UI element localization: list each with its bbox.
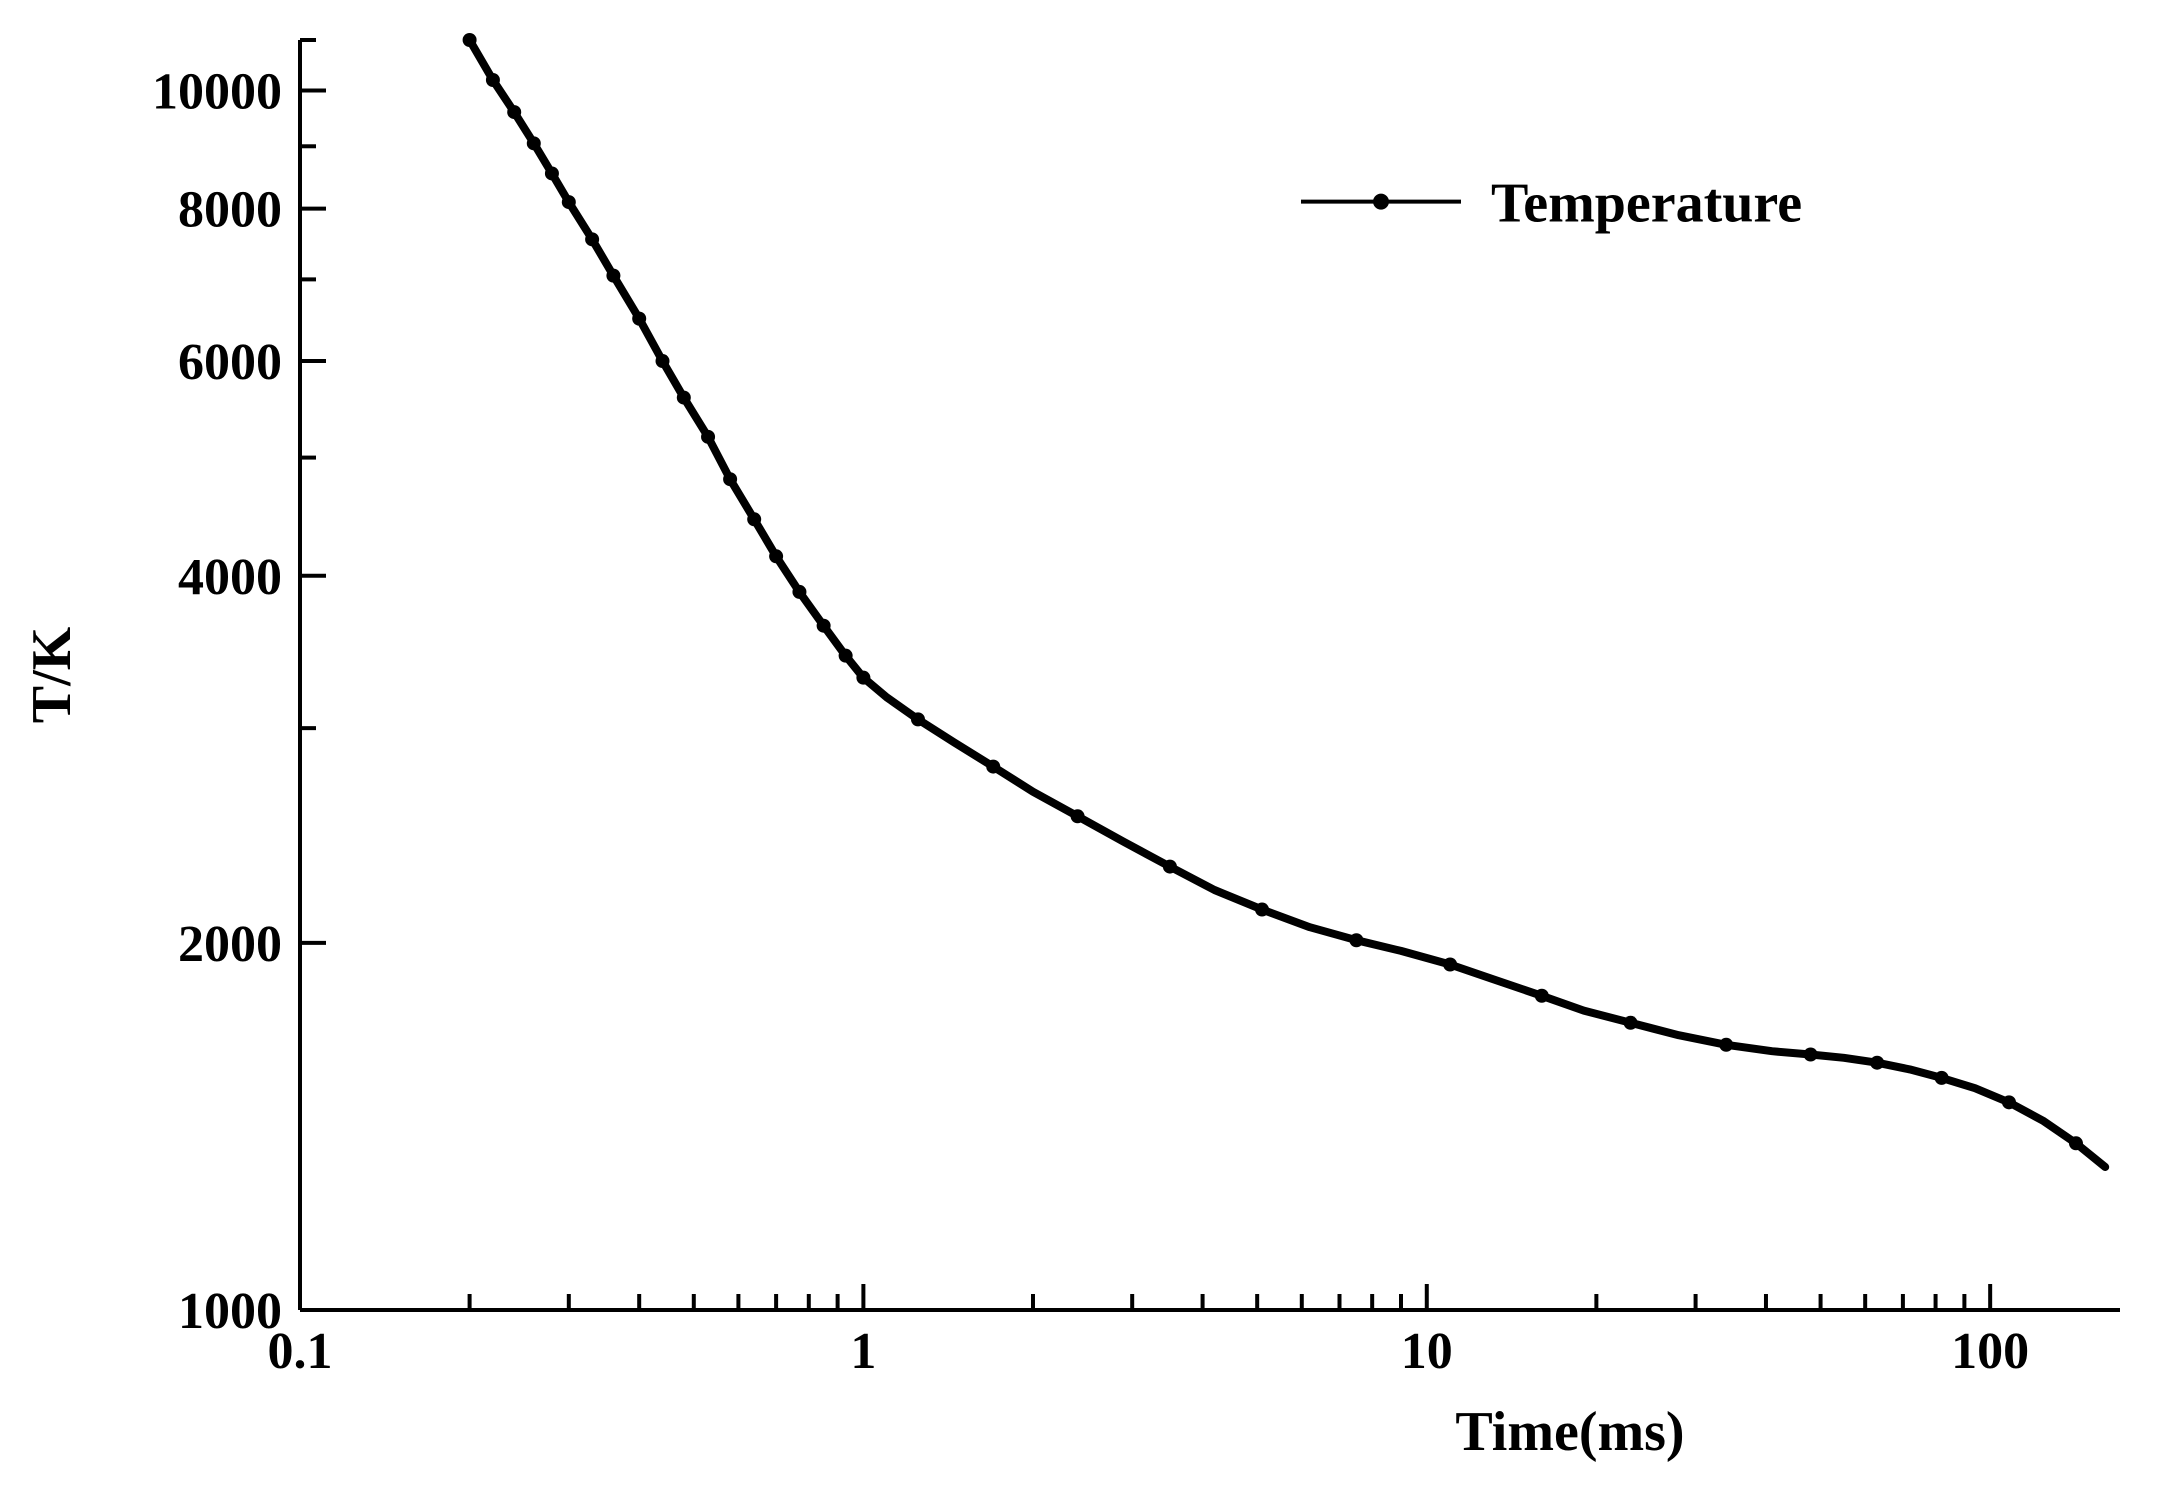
series-marker (677, 391, 691, 405)
series-marker (817, 619, 831, 633)
series-marker (656, 354, 670, 368)
series-marker (1804, 1047, 1818, 1061)
series-marker (632, 312, 646, 326)
series-marker (747, 512, 761, 526)
legend-label: Temperature (1491, 173, 1802, 235)
x-tick-label: 1 (850, 1323, 876, 1380)
x-tick-label: 10 (1401, 1323, 1453, 1380)
series-marker (463, 33, 477, 47)
series-marker (486, 73, 500, 87)
y-tick-label: 2000 (178, 916, 282, 973)
series-marker (1870, 1056, 1884, 1070)
temperature-decay-chart: 0.11101001000200040006000800010000T/KTim… (0, 0, 2163, 1492)
series-marker (911, 712, 925, 726)
y-tick-label: 1000 (178, 1283, 282, 1340)
series-marker (701, 430, 715, 444)
series-marker (856, 671, 870, 685)
series-marker (527, 136, 541, 150)
series-marker (562, 195, 576, 209)
series-marker (1624, 1016, 1638, 1030)
series-marker (792, 585, 806, 599)
series-marker (1071, 809, 1085, 823)
series-marker (723, 472, 737, 486)
series-marker (769, 549, 783, 563)
series-marker (1535, 989, 1549, 1003)
legend-marker-sample (1373, 194, 1389, 210)
series-marker (2069, 1136, 2083, 1150)
series-marker (606, 269, 620, 283)
series-marker (986, 760, 1000, 774)
series-marker (839, 649, 853, 663)
chart-svg: 0.11101001000200040006000800010000T/KTim… (0, 0, 2163, 1492)
series-marker (585, 232, 599, 246)
series-marker (545, 166, 559, 180)
x-tick-label: 100 (1951, 1323, 2029, 1380)
y-tick-label: 6000 (178, 334, 282, 391)
series-marker (1349, 933, 1363, 947)
series-marker (507, 105, 521, 119)
x-axis-label: Time(ms) (1455, 1401, 1684, 1463)
y-tick-label: 4000 (178, 549, 282, 606)
y-tick-label: 10000 (152, 63, 282, 120)
series-marker (1255, 903, 1269, 917)
series-marker (1163, 860, 1177, 874)
series-marker (2002, 1095, 2016, 1109)
chart-background (0, 0, 2163, 1492)
series-marker (1719, 1038, 1733, 1052)
series-marker (1443, 958, 1457, 972)
y-axis-label: T/K (21, 626, 83, 723)
y-tick-label: 8000 (178, 182, 282, 239)
series-marker (1935, 1071, 1949, 1085)
